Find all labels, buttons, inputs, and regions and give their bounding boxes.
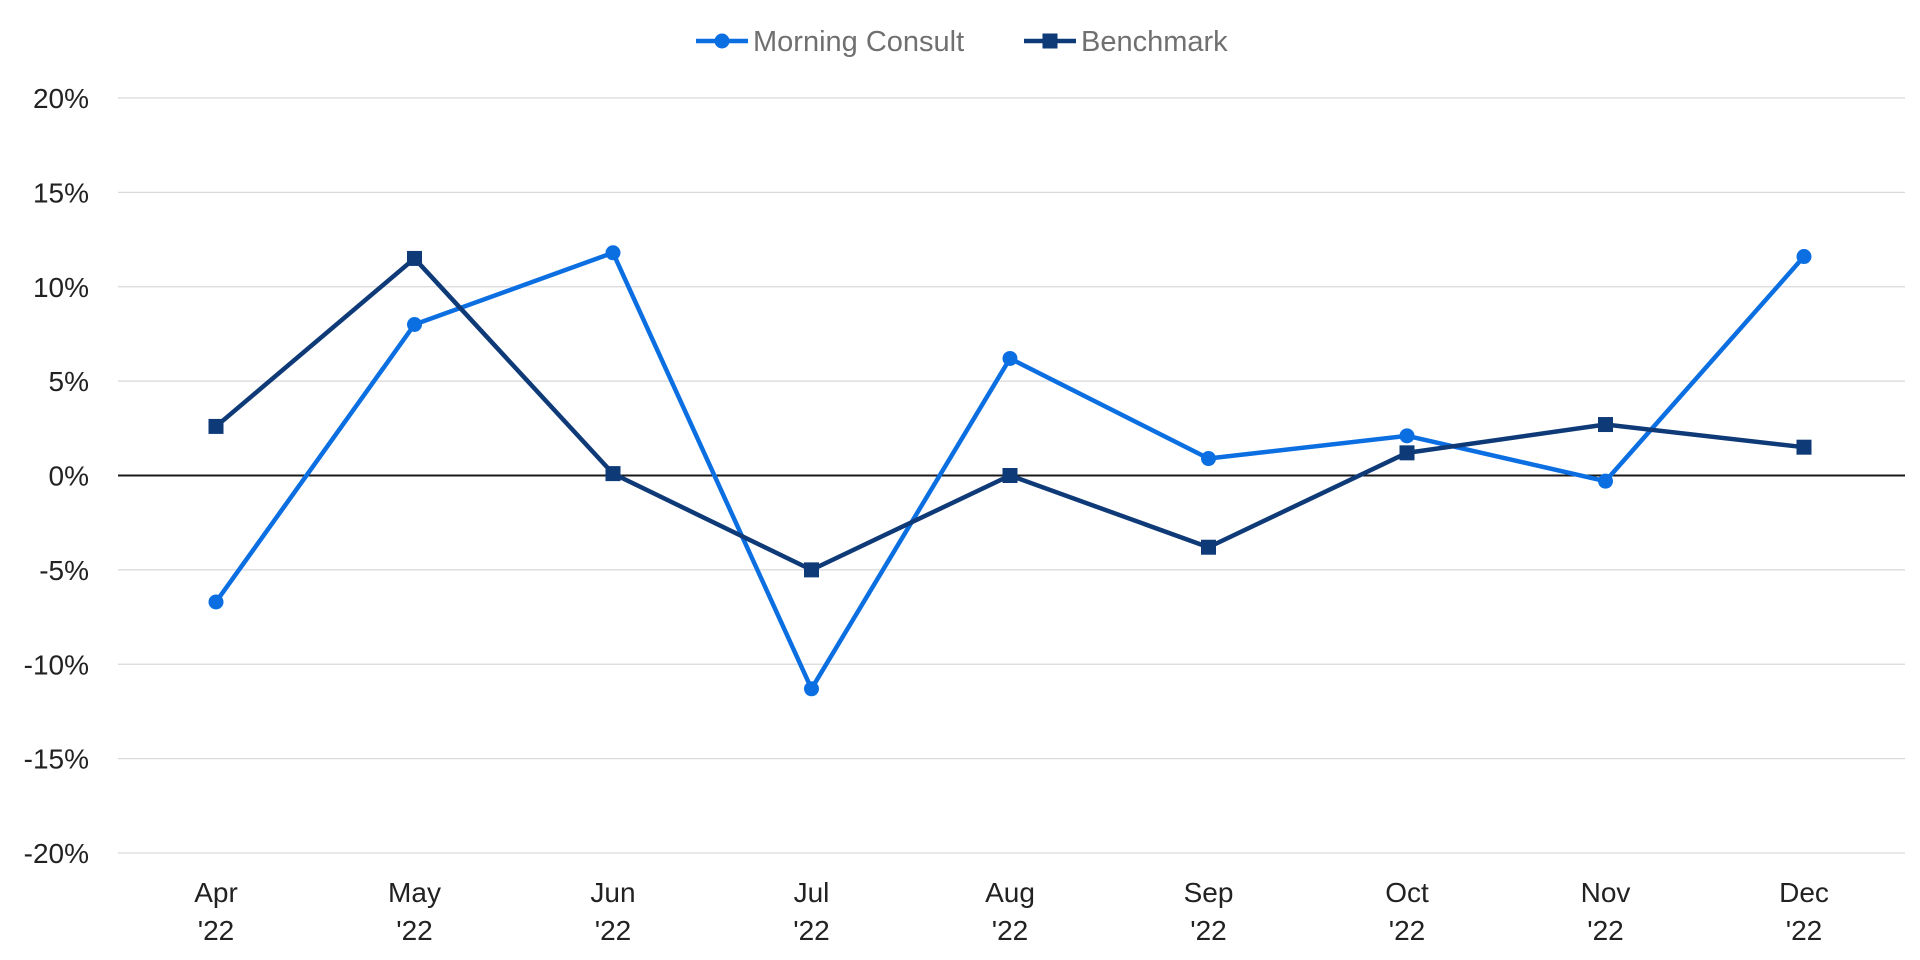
- data-point: [208, 594, 224, 610]
- legend-label: Morning Consult: [753, 26, 964, 58]
- y-tick-label: -15%: [24, 744, 89, 775]
- y-tick-label: 20%: [33, 83, 89, 114]
- y-tick-label: 5%: [49, 366, 89, 397]
- data-point: [804, 562, 819, 578]
- data-point: [1201, 539, 1216, 555]
- data-point: [407, 250, 422, 266]
- y-axis: 20% 15% 10% 5% 0% -5% -10% -15% -20%: [24, 83, 89, 869]
- data-point: [1598, 417, 1613, 433]
- x-tick-label: Jul '22: [793, 877, 830, 946]
- y-tick-label: 10%: [33, 272, 89, 303]
- x-tick-label: Jun '22: [590, 877, 635, 946]
- data-point: [1399, 445, 1415, 461]
- x-tick-label: Apr '22: [194, 877, 238, 946]
- data-point: [1796, 439, 1812, 455]
- series-0: [208, 245, 1812, 697]
- series-layer: [208, 245, 1812, 697]
- series-line: [214, 256, 1805, 573]
- y-tick-label: 0%: [49, 461, 89, 492]
- x-axis: Apr '22 May '22 Jun '22 Jul '22 Aug '22 Sep '22 Oct '…: [194, 877, 1829, 946]
- x-tick-label: May '22: [388, 877, 441, 946]
- x-tick-label: Oct '22: [1385, 877, 1429, 946]
- data-point: [1002, 468, 1018, 483]
- data-point: [1002, 350, 1018, 366]
- y-tick-label: 15%: [33, 177, 89, 208]
- y-tick-label: -10%: [24, 649, 89, 680]
- legend: Morning Consult Benchmark: [696, 26, 1228, 58]
- x-tick-label: Dec '22: [1779, 877, 1829, 946]
- data-point: [407, 317, 422, 332]
- x-tick-label: Sep '22: [1184, 877, 1234, 946]
- data-point: [1399, 428, 1415, 444]
- data-point: [605, 466, 621, 482]
- series-1: [208, 250, 1812, 578]
- legend-label: Benchmark: [1081, 26, 1228, 58]
- data-point: [208, 418, 224, 434]
- data-point: [1796, 249, 1812, 265]
- x-tick-label: Aug '22: [985, 877, 1035, 946]
- y-tick-label: -20%: [24, 838, 89, 869]
- legend-marker: [714, 33, 730, 49]
- data-point: [804, 681, 819, 697]
- data-point: [1598, 473, 1613, 489]
- data-point: [605, 245, 621, 261]
- x-tick-label: Nov '22: [1581, 877, 1631, 946]
- legend-item: Benchmark: [1024, 26, 1228, 58]
- legend-marker: [1042, 33, 1058, 49]
- y-tick-label: -5%: [39, 555, 89, 586]
- data-point: [1201, 451, 1216, 467]
- legend-item: Morning Consult: [696, 26, 964, 58]
